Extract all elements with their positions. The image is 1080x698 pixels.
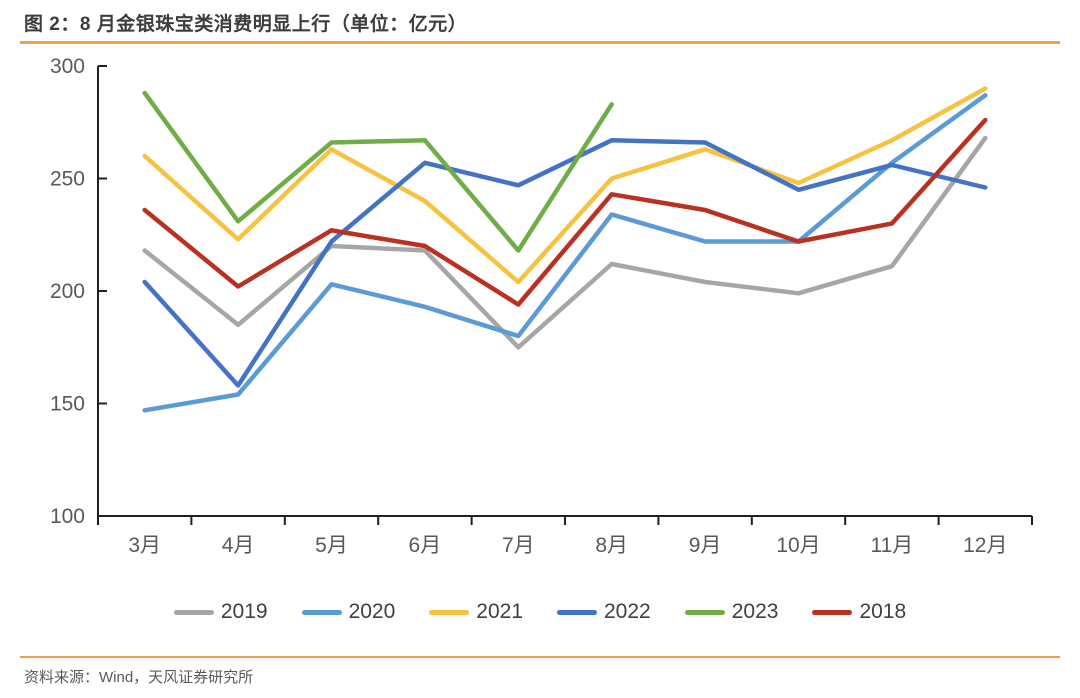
chart-canvas: 100 150 200 250 300 3月 4月 5月 6月 7月 8月 9月 10月 11月 12月: [50, 55, 1033, 557]
x-tick-label: 4月: [222, 534, 255, 557]
legend-label: 2020: [348, 600, 396, 623]
y-tick-label: 250: [50, 168, 85, 191]
legend-item-2018: 2018: [812, 600, 906, 624]
source-note: 资料来源：Wind，天风证券研究所: [24, 669, 254, 686]
x-tick-label: 5月: [315, 534, 348, 557]
x-tick-label: 6月: [409, 534, 442, 557]
legend-swatch-2023: [684, 609, 725, 615]
x-tick-label: 3月: [128, 534, 161, 557]
legend-swatch-2018: [812, 609, 853, 615]
series-line-2021: [142, 86, 988, 285]
chart-legend: 2019 2020 2021 2022 2023 2018: [0, 592, 1080, 632]
legend-item-2023: 2023: [684, 600, 779, 624]
x-tick-label: 7月: [502, 534, 535, 557]
y-tick-label: 300: [50, 55, 85, 78]
x-tick-label: 12月: [963, 534, 1007, 557]
legend-item-2021: 2021: [429, 600, 523, 624]
legend-label: 2023: [731, 600, 779, 623]
legend-item-2022: 2022: [557, 600, 651, 624]
legend-swatch-2019: [173, 609, 214, 615]
legend-swatch-2021: [429, 609, 470, 615]
legend-swatch-2020: [301, 609, 342, 615]
legend-item-2019: 2019: [173, 600, 268, 624]
figure-title: 图 2：8 月金银珠宝类消费明显上行（单位：亿元）: [24, 14, 468, 35]
y-tick-label: 150: [50, 393, 85, 416]
legend-label: 2021: [476, 600, 523, 623]
series-line-2020: [142, 93, 988, 413]
y-tick-label: 100: [50, 505, 85, 528]
series-line-2019: [142, 135, 988, 350]
title-divider: [20, 41, 1060, 44]
line-chart: 100 150 200 250 300 3月 4月 5月 6月 7月 8月 9月 10月 11月 12月: [40, 50, 1052, 570]
x-tick-label: 8月: [595, 534, 628, 557]
series-line-2022: [142, 138, 988, 388]
footer-divider: [20, 656, 1060, 658]
legend-label: 2022: [604, 600, 651, 623]
legend-label: 2019: [220, 600, 268, 623]
legend-swatch-2022: [557, 609, 597, 615]
series-line-2018: [142, 117, 988, 307]
legend-item-2020: 2020: [301, 600, 396, 624]
legend-label: 2018: [859, 600, 907, 623]
x-tick-label: 10月: [776, 534, 820, 557]
x-tick-label: 9月: [689, 534, 722, 557]
y-tick-label: 200: [50, 280, 85, 303]
x-tick-label: 11月: [870, 534, 913, 557]
series-line-2023: [142, 90, 614, 253]
